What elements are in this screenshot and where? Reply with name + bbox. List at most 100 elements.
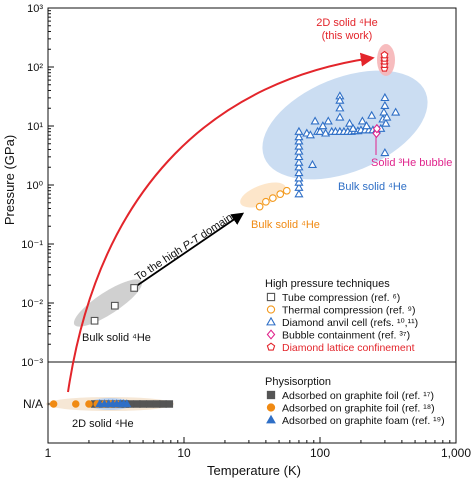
point-dac (382, 112, 392, 121)
point-dac (294, 146, 304, 155)
point-thermal (276, 190, 285, 198)
red-arrow (67, 52, 375, 393)
y-axis-label: Pressure (GPa) (2, 135, 17, 225)
data-marks (49, 50, 401, 408)
point-dac (367, 110, 377, 119)
point-dac (361, 121, 372, 130)
na-point-graphite_foil_18 (85, 400, 93, 408)
legend-physisorption: Physisorption Adsorbed on graphite foil (… (265, 376, 445, 427)
arrow-text-pre: To the high (133, 242, 187, 283)
legend-high-pressure: High pressure techniques Tube compression… (265, 278, 418, 354)
annotation-2d-top-line1: 2D solid ⁴He (316, 17, 378, 29)
point-tube (130, 284, 139, 292)
annotation-2d-top-line2: (this work) (322, 30, 373, 42)
na-point-graphite_foil_17 (159, 400, 167, 408)
point-thermal (255, 202, 264, 211)
y-tick-label: 10⁰ (26, 180, 43, 192)
x-tick-label: 10 (177, 446, 191, 460)
point-dac (307, 159, 318, 168)
legend-title: High pressure techniques (265, 278, 390, 290)
point-bubble (372, 128, 381, 139)
annotation-bulk-low: Bulk solid ⁴He (82, 332, 151, 344)
y-tick-label: 10¹ (27, 121, 43, 133)
point-dac (380, 147, 390, 157)
point-dac (321, 128, 331, 137)
legend-marker (266, 342, 276, 351)
x-tick-label: 100 (310, 446, 330, 460)
point-tube (90, 316, 99, 325)
legend-label: Adsorbed on graphite foil (ref. ¹⁸) (282, 403, 435, 415)
annotation-solid-3he: Solid ³He bubble (371, 157, 452, 169)
na-point-graphite_foil_18 (72, 400, 80, 408)
point-dac (294, 162, 304, 171)
point-dac (380, 92, 390, 102)
annotation-arrow-text: To the high P-T domain (133, 211, 235, 283)
point-dac (381, 118, 391, 127)
point-dac (345, 118, 355, 127)
legend-label: Tube compression (ref. ⁶) (282, 292, 400, 304)
annotation-2d-bottom: 2D solid ⁴He (72, 418, 134, 430)
na-point-graphite_foil_17 (133, 400, 141, 408)
y-tick-label: 10³ (27, 3, 43, 15)
x-tick-label: 1,000 (441, 446, 471, 460)
legend-marker (266, 292, 276, 302)
arrow-text-post: domain (196, 211, 235, 242)
point-dac (294, 141, 304, 150)
point-dac (294, 151, 304, 161)
legend-marker (266, 316, 276, 326)
point-dac (315, 126, 325, 135)
legend-title: Physisorption (265, 376, 331, 388)
point-dac (335, 103, 345, 112)
na-point-graphite_foil_17 (139, 400, 147, 408)
point-dac (294, 126, 304, 135)
axis-ticks: 1 10 100 1,000 10⁻³ 10⁻² 10⁻¹ 10⁰ 10¹ 10² 10³ N/A (21, 3, 471, 460)
na-tick-label: N/A (23, 397, 43, 411)
point-dac (323, 116, 333, 125)
point-dac (318, 121, 328, 130)
legend-marker (266, 329, 276, 340)
point-dac (379, 107, 389, 116)
y-tick-label: 10⁻² (21, 298, 43, 310)
point-thermal (268, 194, 277, 202)
annotation-bulk-mid: Bulk solid ⁴He (251, 219, 320, 231)
point-tube (110, 301, 119, 310)
bulk-high-region (262, 70, 428, 180)
na-point-graphite_foil_17 (146, 400, 154, 408)
x-axis-label: Temperature (K) (207, 463, 301, 478)
point-dac (357, 116, 367, 125)
y-tick-label: 10⁻³ (21, 357, 43, 369)
point-dac (294, 189, 304, 198)
point-dac (294, 173, 304, 182)
point-bubble (372, 123, 381, 134)
na-point-graphite_foil_18 (49, 400, 58, 408)
na-point-graphite_foil_17 (152, 400, 161, 408)
point-dac (310, 116, 320, 125)
legend-label: Bubble containment (ref. ³⁷) (282, 330, 410, 342)
y-tick-label: 10² (27, 62, 43, 74)
bulk-mid-region (240, 182, 286, 208)
black-arrow (131, 212, 245, 290)
legend-marker (266, 390, 276, 400)
point-dac (294, 136, 304, 145)
point-dac (294, 177, 304, 186)
bulk-low-region (73, 279, 143, 327)
point-dac (305, 130, 315, 139)
annotation-bulk-high: Bulk solid ⁴He (338, 181, 407, 193)
legend-label: Diamond lattice confinement (282, 342, 415, 354)
point-dac (294, 157, 304, 166)
point-dac (335, 95, 345, 104)
point-dac (380, 100, 390, 109)
legend-label: Diamond anvil cell (refs. ¹⁰,¹¹) (282, 317, 418, 329)
legend-marker (266, 414, 276, 424)
legend-marker (266, 305, 276, 314)
legend-label: Adsorbed on graphite foam (ref. ¹⁹) (282, 415, 445, 427)
point-dac (294, 168, 304, 177)
axes-border (47, 7, 457, 444)
point-dac (391, 107, 401, 116)
legend-label: Adsorbed on graphite foil (ref. ¹⁷) (282, 390, 434, 402)
point-diamond (380, 50, 389, 59)
legend-marker (266, 403, 276, 412)
point-dac (348, 123, 358, 132)
point-dac (335, 112, 345, 121)
